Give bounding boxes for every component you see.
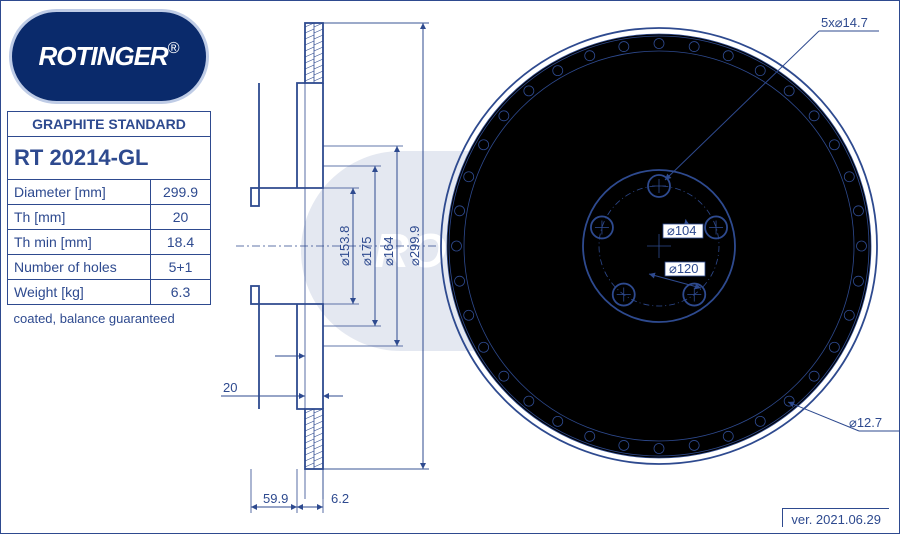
row-value: 20 <box>151 205 211 230</box>
svg-text:⌀164: ⌀164 <box>381 236 396 266</box>
brand-text: ROTINGER <box>38 41 167 72</box>
spec-table: GRAPHITE STANDARD RT 20214-GL Diameter [… <box>7 111 211 330</box>
svg-text:5x⌀14.7: 5x⌀14.7 <box>821 15 868 30</box>
svg-text:⌀12.7: ⌀12.7 <box>849 415 882 430</box>
row-label: Th [mm] <box>8 205 151 230</box>
svg-text:20: 20 <box>223 380 237 395</box>
svg-text:⌀299.9: ⌀299.9 <box>407 226 422 266</box>
technical-drawing: 20 59.9 6.2 ⌀153.8 ⌀175 ⌀164 ⌀299.9 5x⌀14.7 ⌀12… <box>219 1 899 533</box>
row-value: 299.9 <box>151 180 211 205</box>
row-value: 6.3 <box>151 280 211 305</box>
row-label: Number of holes <box>8 255 151 280</box>
row-value: 18.4 <box>151 230 211 255</box>
svg-text:6.2: 6.2 <box>331 491 349 506</box>
footer-note: coated, balance guaranteed <box>8 305 211 331</box>
svg-text:⌀104: ⌀104 <box>667 223 697 238</box>
row-label: Diameter [mm] <box>8 180 151 205</box>
row-label: Weight [kg] <box>8 280 151 305</box>
svg-text:59.9: 59.9 <box>263 491 288 506</box>
brand-logo: ROTINGER ® <box>9 9 209 104</box>
row-value: 5+1 <box>151 255 211 280</box>
drawing-svg: 20 59.9 6.2 ⌀153.8 ⌀175 ⌀164 ⌀299.9 5x⌀14.7 ⌀12… <box>219 1 900 535</box>
version-label: ver. 2021.06.29 <box>782 508 889 527</box>
svg-text:⌀175: ⌀175 <box>359 236 374 266</box>
spec-header: GRAPHITE STANDARD <box>8 112 211 137</box>
part-number: RT 20214-GL <box>8 137 211 180</box>
svg-text:⌀153.8: ⌀153.8 <box>337 226 352 266</box>
row-label: Th min [mm] <box>8 230 151 255</box>
registered-mark: ® <box>168 40 180 58</box>
svg-text:⌀120: ⌀120 <box>669 261 699 276</box>
